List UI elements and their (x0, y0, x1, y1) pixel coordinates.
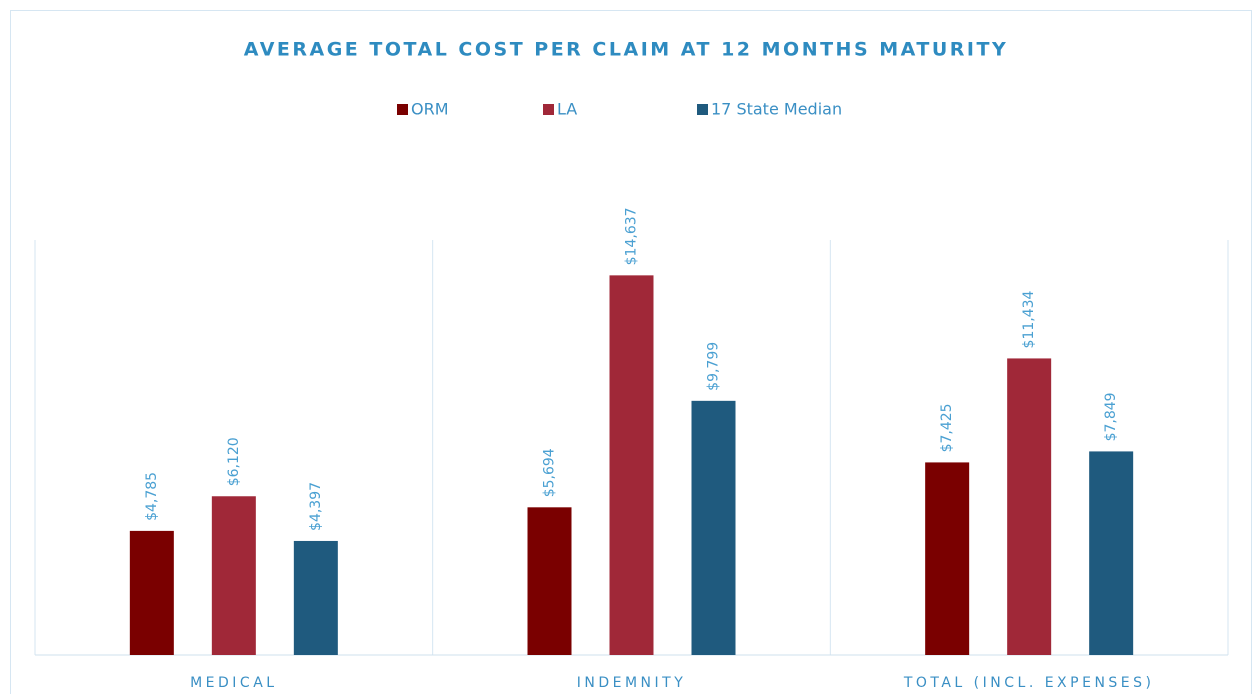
value-label: $6,120 (226, 437, 242, 486)
legend-label: LA (557, 100, 577, 119)
legend-swatch (697, 104, 708, 115)
value-label: $14,637 (624, 207, 640, 265)
legend-label: ORM (411, 100, 449, 119)
x-tick-label: MEDICAL (190, 675, 278, 691)
x-tick-label: TOTAL (INCL. EXPENSES) (903, 675, 1155, 691)
bar (1089, 451, 1134, 655)
legend-swatch (397, 104, 408, 115)
value-label: $4,397 (308, 482, 324, 531)
bar (691, 400, 736, 655)
bar (293, 540, 338, 655)
bar (527, 507, 572, 655)
value-label: $5,694 (542, 448, 558, 497)
value-label: $7,849 (1103, 392, 1119, 441)
bar (925, 462, 970, 655)
bar (1007, 358, 1052, 655)
value-label: $11,434 (1021, 290, 1037, 348)
bar (609, 275, 654, 655)
legend-swatch (543, 104, 554, 115)
bar (211, 496, 256, 655)
frame (10, 10, 1252, 694)
x-tick-label: INDEMNITY (577, 675, 687, 691)
chart-title: AVERAGE TOTAL COST PER CLAIM AT 12 MONTH… (244, 39, 1008, 61)
legend-label: 17 State Median (711, 100, 842, 119)
value-label: $7,425 (939, 403, 955, 452)
value-label: $4,785 (144, 472, 160, 521)
bar (129, 530, 174, 655)
value-label: $9,799 (706, 342, 722, 391)
